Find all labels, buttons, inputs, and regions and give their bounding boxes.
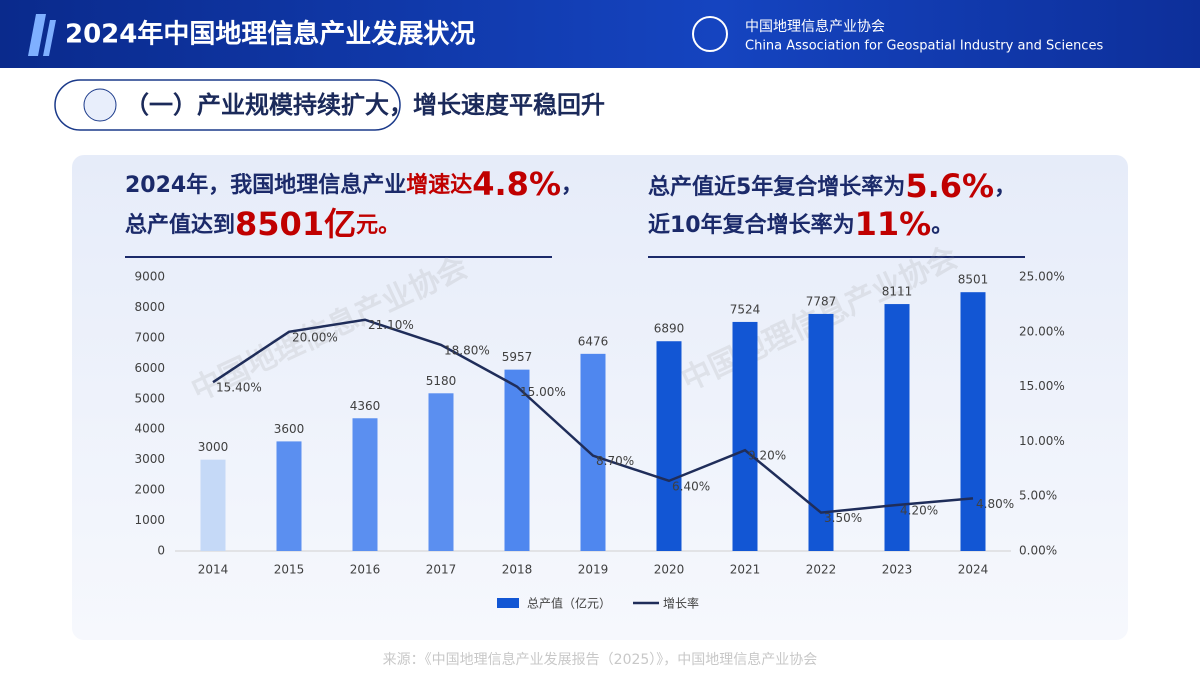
highlight-segment: 近10年复合增长率为 bbox=[648, 212, 855, 238]
highlight-segment: 。 bbox=[931, 213, 953, 238]
line-value-label: 6.40% bbox=[672, 479, 710, 493]
bar-value-label: 6476 bbox=[578, 334, 609, 348]
header-deco bbox=[28, 14, 56, 56]
y-tick-label: 9000 bbox=[134, 270, 165, 284]
bar bbox=[884, 304, 910, 551]
line-value-label: 8.70% bbox=[596, 454, 634, 468]
bar bbox=[504, 369, 530, 551]
bar-value-label: 7787 bbox=[806, 294, 837, 308]
y2-tick-label: 5.00% bbox=[1019, 489, 1057, 503]
bar-value-label: 7524 bbox=[730, 302, 761, 316]
bar-value-label: 8111 bbox=[882, 285, 913, 299]
line-value-label: 21.10% bbox=[368, 318, 414, 332]
header-title: 2024年中国地理信息产业发展状况 bbox=[65, 19, 475, 50]
highlight-segment: 8501亿 bbox=[235, 205, 356, 243]
line-value-label: 4.20% bbox=[900, 503, 938, 517]
highlight-line: 2024年，我国地理信息产业增速达4.8%， bbox=[125, 165, 583, 203]
bar bbox=[200, 459, 226, 551]
y-tick-label: 1000 bbox=[134, 513, 165, 527]
y2-tick-label: 0.00% bbox=[1019, 544, 1057, 558]
y-tick-label: 7000 bbox=[134, 330, 165, 344]
highlight-segment: 元。 bbox=[356, 213, 400, 238]
logo bbox=[692, 16, 728, 52]
bar-value-label: 3000 bbox=[198, 440, 229, 454]
y-tick-label: 8000 bbox=[134, 300, 165, 314]
org-cn: 中国地理信息产业协会 bbox=[745, 18, 885, 35]
bar-value-label: 8501 bbox=[958, 273, 989, 287]
header-bar bbox=[0, 0, 1200, 68]
section-pill bbox=[54, 79, 401, 131]
highlight-segment: 5.6% bbox=[905, 167, 994, 205]
line-value-label: 15.00% bbox=[520, 385, 566, 399]
x-tick-label: 2021 bbox=[730, 563, 761, 577]
x-tick-label: 2019 bbox=[578, 563, 609, 577]
x-tick-label: 2020 bbox=[654, 563, 685, 577]
bar-value-label: 5180 bbox=[426, 374, 457, 388]
line-value-label: 9.20% bbox=[748, 449, 786, 463]
highlight-line: 近10年复合增长率为11%。 bbox=[648, 205, 953, 243]
org-en: China Association for Geospatial Industr… bbox=[745, 39, 1103, 54]
x-tick-label: 2014 bbox=[198, 563, 229, 577]
highlight-segment: ， bbox=[994, 175, 1016, 200]
y-tick-label: 4000 bbox=[134, 422, 165, 436]
bar bbox=[352, 418, 378, 551]
x-tick-label: 2017 bbox=[426, 563, 457, 577]
legend-label: 总产值（亿元） bbox=[527, 596, 611, 611]
y-tick-label: 3000 bbox=[134, 452, 165, 466]
chart: 0 1000 2000 3000 4000 5000 6000 7000 8000 9000 0.0… bbox=[134, 270, 1064, 611]
highlight-segment: 总产值近5年复合增长率为 bbox=[648, 174, 905, 200]
highlight-segment: 增速达 bbox=[406, 172, 472, 198]
highlight-line: 总产值近5年复合增长率为5.6%， bbox=[648, 167, 1016, 205]
highlight-line: 总产值达到8501亿元。 bbox=[125, 205, 400, 243]
highlight-segment: 11% bbox=[855, 205, 932, 243]
bar bbox=[276, 441, 302, 551]
x-tick-label: 2016 bbox=[350, 563, 381, 577]
bar bbox=[428, 393, 454, 551]
bar-value-label: 5957 bbox=[502, 350, 533, 364]
y2-tick-label: 15.00% bbox=[1019, 379, 1065, 393]
bar bbox=[732, 321, 758, 551]
y2-tick-label: 20.00% bbox=[1019, 324, 1065, 338]
y-tick-label: 0 bbox=[157, 544, 165, 558]
line-value-label: 15.40% bbox=[216, 381, 262, 395]
legend-label: 增长率 bbox=[663, 596, 699, 611]
y-tick-label: 6000 bbox=[134, 361, 165, 375]
y-tick-label: 5000 bbox=[134, 391, 165, 405]
highlights: 2024年，我国地理信息产业增速达4.8%，总产值达到8501亿元。总产值近5年… bbox=[125, 165, 1016, 243]
y-tick-label: 2000 bbox=[134, 483, 165, 497]
y2-tick-label: 10.00% bbox=[1019, 434, 1065, 448]
line-value-label: 3.50% bbox=[824, 511, 862, 525]
line-value-label: 20.00% bbox=[292, 330, 338, 344]
x-tick-label: 2015 bbox=[274, 563, 305, 577]
bar-value-label: 3600 bbox=[274, 422, 305, 436]
bar-value-label: 4360 bbox=[350, 399, 381, 413]
bar bbox=[960, 292, 986, 551]
line-value-label: 4.80% bbox=[976, 497, 1014, 511]
highlight-segment: 4.8% bbox=[472, 165, 561, 203]
bar-value-label: 6890 bbox=[654, 322, 685, 336]
highlight-segment: 总产值达到 bbox=[125, 212, 235, 238]
growth-line bbox=[212, 318, 974, 514]
y2-tick-label: 25.00% bbox=[1019, 270, 1065, 284]
line-value-label: 18.80% bbox=[444, 343, 490, 357]
x-tick-label: 2022 bbox=[806, 563, 837, 577]
x-tick-label: 2024 bbox=[958, 563, 989, 577]
section-title: （一）产业规模持续扩大，增长速度平稳回升 bbox=[125, 91, 605, 119]
bar bbox=[580, 353, 606, 551]
section-icon bbox=[83, 88, 117, 122]
highlight-segment: 2024年，我国地理信息产业 bbox=[125, 172, 406, 198]
highlight-segment: ， bbox=[561, 173, 583, 198]
x-tick-label: 2023 bbox=[882, 563, 913, 577]
bar bbox=[656, 341, 682, 551]
legend-swatch bbox=[497, 598, 519, 608]
source: 来源：《中国地理信息产业发展报告（2025）》，中国地理信息产业协会 bbox=[383, 651, 818, 668]
x-tick-label: 2018 bbox=[502, 563, 533, 577]
